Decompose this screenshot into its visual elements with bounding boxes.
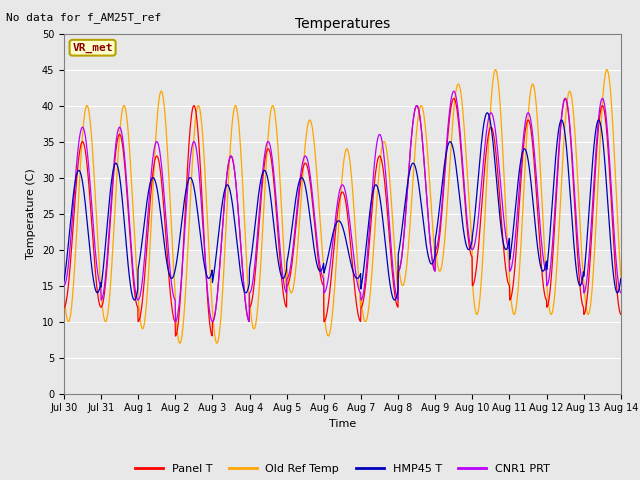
Text: No data for f_AM25T_ref: No data for f_AM25T_ref: [6, 12, 162, 23]
Title: Temperatures: Temperatures: [295, 17, 390, 31]
X-axis label: Time: Time: [329, 419, 356, 429]
Legend: Panel T, Old Ref Temp, HMP45 T, CNR1 PRT: Panel T, Old Ref Temp, HMP45 T, CNR1 PRT: [131, 459, 554, 478]
Y-axis label: Temperature (C): Temperature (C): [26, 168, 36, 259]
Text: VR_met: VR_met: [72, 43, 113, 53]
